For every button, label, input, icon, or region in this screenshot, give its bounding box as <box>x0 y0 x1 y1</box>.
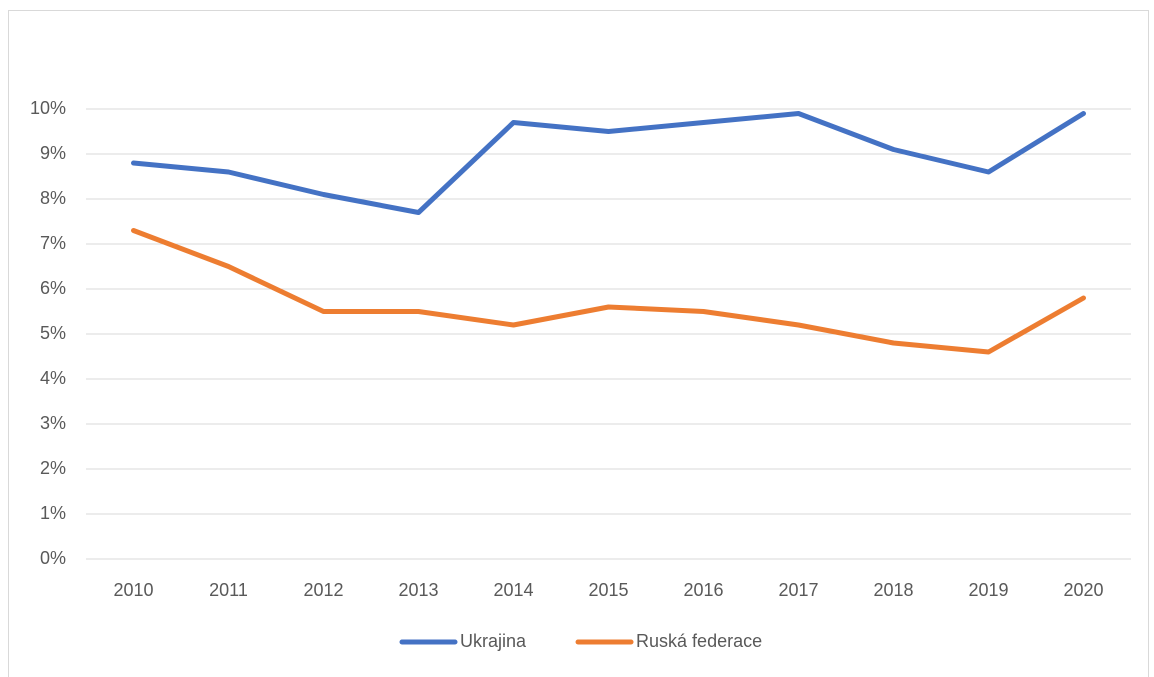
y-tick-label: 1% <box>40 503 66 523</box>
y-tick-label: 3% <box>40 413 66 433</box>
y-tick-label: 0% <box>40 548 66 568</box>
y-tick-label: 5% <box>40 323 66 343</box>
y-tick-label: 8% <box>40 188 66 208</box>
series-line <box>131 111 1086 215</box>
y-tick-label: 7% <box>40 233 66 253</box>
chart-frame <box>8 10 1149 677</box>
y-tick-label: 2% <box>40 458 66 478</box>
x-tick-label: 2019 <box>968 580 1008 600</box>
x-tick-label: 2014 <box>493 580 533 600</box>
x-tick-label: 2017 <box>778 580 818 600</box>
legend-label: Ukrajina <box>460 631 527 651</box>
x-tick-label: 2020 <box>1063 580 1103 600</box>
y-tick-label: 9% <box>40 143 66 163</box>
x-tick-label: 2010 <box>113 580 153 600</box>
y-tick-label: 6% <box>40 278 66 298</box>
y-tick-label: 4% <box>40 368 66 388</box>
x-tick-label: 2013 <box>398 580 438 600</box>
x-tick-label: 2016 <box>683 580 723 600</box>
x-tick-label: 2015 <box>588 580 628 600</box>
series-line <box>131 228 1086 355</box>
legend-label: Ruská federace <box>636 631 762 651</box>
y-tick-label: 10% <box>30 98 66 118</box>
x-tick-label: 2012 <box>303 580 343 600</box>
x-tick-label: 2011 <box>209 580 248 600</box>
x-tick-label: 2018 <box>873 580 913 600</box>
